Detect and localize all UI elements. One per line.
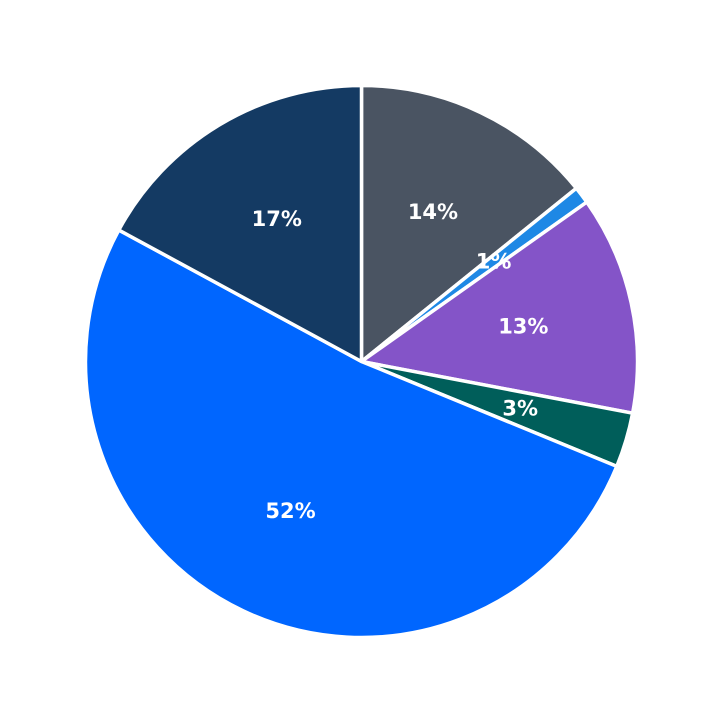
pie-slice-1 <box>359 83 579 364</box>
pie-slices <box>83 83 640 640</box>
pie-slice-label-2: 1% <box>476 250 512 274</box>
pie-labels: 14% 1% 13% 3% 52% 17% <box>252 200 549 523</box>
pie-slice-label-1: 14% <box>408 200 458 224</box>
pie-slice-3 <box>359 200 640 415</box>
pie-slice-5 <box>83 228 619 640</box>
pie-slice-label-4: 3% <box>502 397 538 421</box>
pie-slice-label-6: 17% <box>252 207 302 231</box>
pie-slice-label-5: 52% <box>265 499 315 523</box>
pie-slice-6 <box>117 83 364 364</box>
pie-slice-label-3: 13% <box>498 314 548 338</box>
